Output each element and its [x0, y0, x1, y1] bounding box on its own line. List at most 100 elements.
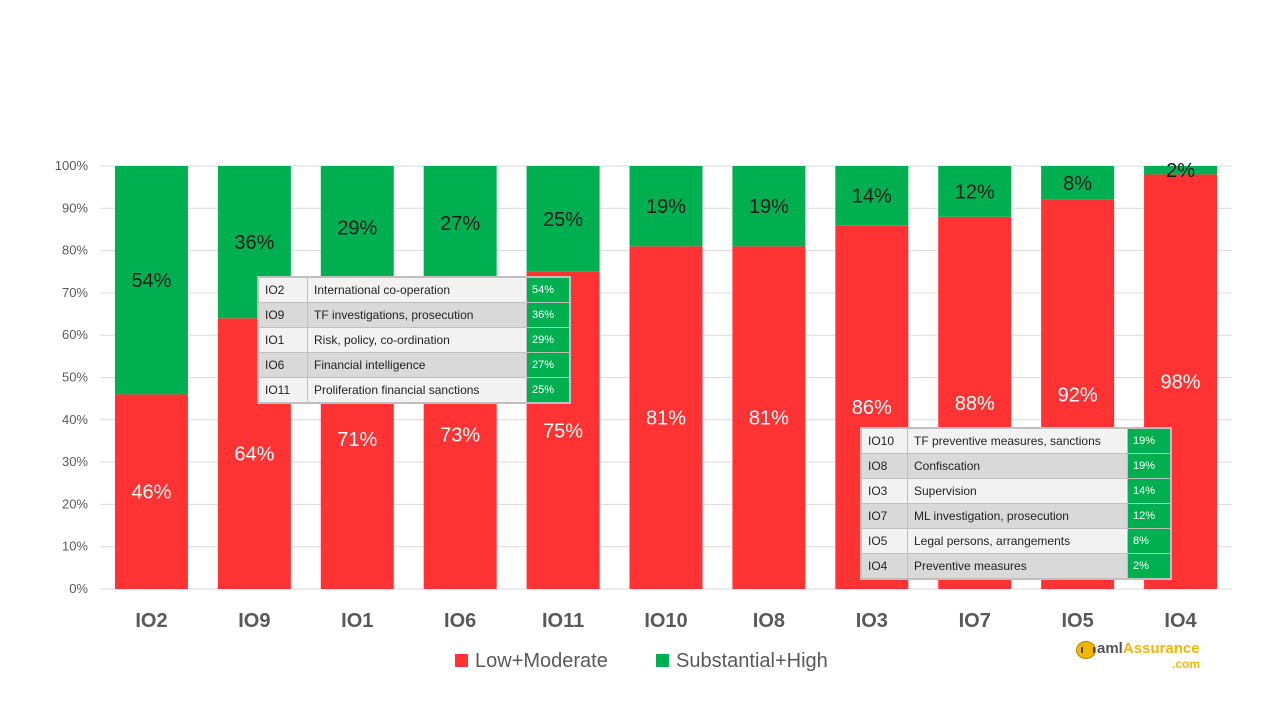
- data-label-substantial-high: 36%: [234, 232, 274, 254]
- y-tick-label: 100%: [55, 158, 89, 173]
- table-row: IO11 Proliferation financial sanctions 25%: [258, 377, 570, 403]
- y-axis: 0% 10% 20% 30% 40% 50% 60% 70% 80% 90% 100%: [55, 158, 89, 596]
- x-tick-label: IO6: [444, 610, 476, 632]
- data-label-low-moderate: 75%: [543, 420, 583, 442]
- x-tick-label: IO4: [1164, 610, 1197, 632]
- x-tick-label: IO1: [341, 610, 373, 632]
- table-row: IO10 TF preventive measures, sanctions 19%: [861, 428, 1171, 454]
- data-label-substantial-high: 19%: [646, 196, 686, 218]
- outcome-name: Preventive measures: [907, 553, 1128, 579]
- legend-label: Low+Moderate: [475, 650, 608, 672]
- outcome-name: International co-operation: [307, 277, 527, 303]
- bar-substantial-high-io2: [114, 166, 188, 395]
- outcome-name: ML investigation, prosecution: [907, 503, 1128, 529]
- outcome-name: Risk, policy, co-ordination: [307, 327, 527, 353]
- outcome-name: TF preventive measures, sanctions: [907, 428, 1128, 454]
- data-label-low-moderate: 46%: [131, 482, 171, 504]
- outcome-share: 19%: [1127, 453, 1171, 479]
- y-tick-label: 60%: [62, 327, 88, 342]
- data-label-low-moderate: 98%: [1161, 372, 1201, 394]
- data-label-substantial-high: 14%: [852, 186, 892, 208]
- data-label-substantial-high: 2%: [1166, 160, 1195, 182]
- outcome-code: IO9: [258, 302, 308, 328]
- legend: Low+Moderate Substantial+High: [455, 650, 828, 672]
- x-tick-label: IO5: [1062, 610, 1094, 632]
- outcome-name: Financial intelligence: [307, 352, 527, 378]
- y-tick-label: 10%: [62, 539, 88, 554]
- outcome-name: Supervision: [907, 478, 1128, 504]
- y-tick-label: 30%: [62, 454, 88, 469]
- y-tick-label: 80%: [62, 243, 88, 258]
- outcome-code: IO8: [861, 453, 908, 479]
- data-label-low-moderate: 86%: [852, 397, 892, 419]
- logo-brand-prefix: aml: [1097, 640, 1123, 657]
- bar-low-moderate-io2: [114, 394, 188, 589]
- bar-substantial-high-io10: [629, 166, 703, 247]
- table-row: IO6 Financial intelligence 27%: [258, 352, 570, 378]
- bar-substantial-high-io8: [732, 166, 806, 247]
- data-label-substantial-high: 25%: [543, 209, 583, 231]
- logo-domain: .com: [1172, 657, 1201, 671]
- bar-low-moderate-io10: [629, 246, 703, 589]
- outcome-name: Confiscation: [907, 453, 1128, 479]
- data-label-low-moderate: 73%: [440, 425, 480, 447]
- bar-substantial-high-io11: [526, 166, 600, 272]
- outcome-share: 54%: [526, 277, 570, 303]
- legend-swatch: [455, 654, 468, 667]
- table-row: IO2 International co-operation 54%: [258, 277, 570, 303]
- table-row: IO9 TF investigations, prosecution 36%: [258, 302, 570, 328]
- outcome-share: 27%: [526, 352, 570, 378]
- table-row: IO3 Supervision 14%: [861, 478, 1171, 504]
- bar-low-moderate-io8: [732, 246, 806, 589]
- data-label-substantial-high: 27%: [440, 213, 480, 235]
- legend-swatch: [656, 654, 669, 667]
- outcome-code: IO6: [258, 352, 308, 378]
- x-tick-label: IO10: [644, 610, 687, 632]
- table-row: IO7 ML investigation, prosecution 12%: [861, 503, 1171, 529]
- outcome-share: 25%: [526, 377, 570, 403]
- logo-mark-icon: [1076, 641, 1096, 659]
- data-label-low-moderate: 81%: [749, 408, 789, 430]
- outcome-table-left: IO2 International co-operation 54% IO9 TF in…: [258, 277, 570, 403]
- data-label-substantial-high: 8%: [1063, 173, 1092, 195]
- bar-substantial-high-io3: [835, 166, 909, 226]
- outcome-name: Legal persons, arrangements: [907, 528, 1128, 554]
- y-tick-label: 70%: [62, 285, 88, 300]
- outcome-name: Proliferation financial sanctions: [307, 377, 527, 403]
- outcome-share: 12%: [1127, 503, 1171, 529]
- table-row: IO4 Preventive measures 2%: [861, 553, 1171, 579]
- data-label-substantial-high: 19%: [749, 196, 789, 218]
- y-tick-label: 20%: [62, 496, 88, 511]
- y-tick-label: 40%: [62, 412, 88, 427]
- x-axis: IO2 IO9 IO1 IO6 IO11 IO10 IO8 IO3 IO7 IO5 IO4: [135, 610, 1197, 632]
- outcome-code: IO1: [258, 327, 308, 353]
- bar-substantial-high-io1: [320, 166, 394, 289]
- data-label-low-moderate: 88%: [955, 393, 995, 415]
- data-labels: 46% 54% 64% 36% 71% 29% 73% 27% 75% 25% 81% 19% 81% 1…: [131, 160, 1200, 503]
- y-tick-label: 90%: [62, 200, 88, 215]
- outcome-code: IO7: [861, 503, 908, 529]
- outcome-code: IO10: [861, 428, 908, 454]
- x-tick-label: IO8: [753, 610, 785, 632]
- x-tick-label: IO7: [959, 610, 991, 632]
- y-tick-label: 50%: [62, 370, 88, 385]
- outcome-share: 36%: [526, 302, 570, 328]
- data-label-low-moderate: 81%: [646, 408, 686, 430]
- outcome-code: IO3: [861, 478, 908, 504]
- y-tick-label: 0%: [69, 581, 88, 596]
- outcome-share: 2%: [1127, 553, 1171, 579]
- bar-substantial-high-io4: [1144, 166, 1218, 175]
- outcome-share: 19%: [1127, 428, 1171, 454]
- outcome-code: IO5: [861, 528, 908, 554]
- data-label-low-moderate: 64%: [234, 444, 274, 466]
- outcome-share: 14%: [1127, 478, 1171, 504]
- data-label-substantial-high: 29%: [337, 217, 377, 239]
- table-row: IO5 Legal persons, arrangements 8%: [861, 528, 1171, 554]
- outcome-share: 29%: [526, 327, 570, 353]
- bar-substantial-high-io6: [423, 166, 497, 281]
- data-label-low-moderate: 71%: [337, 429, 377, 451]
- table-row: IO8 Confiscation 19%: [861, 453, 1171, 479]
- data-label-low-moderate: 92%: [1058, 384, 1098, 406]
- legend-label: Substantial+High: [676, 650, 828, 672]
- x-tick-label: IO11: [542, 610, 584, 632]
